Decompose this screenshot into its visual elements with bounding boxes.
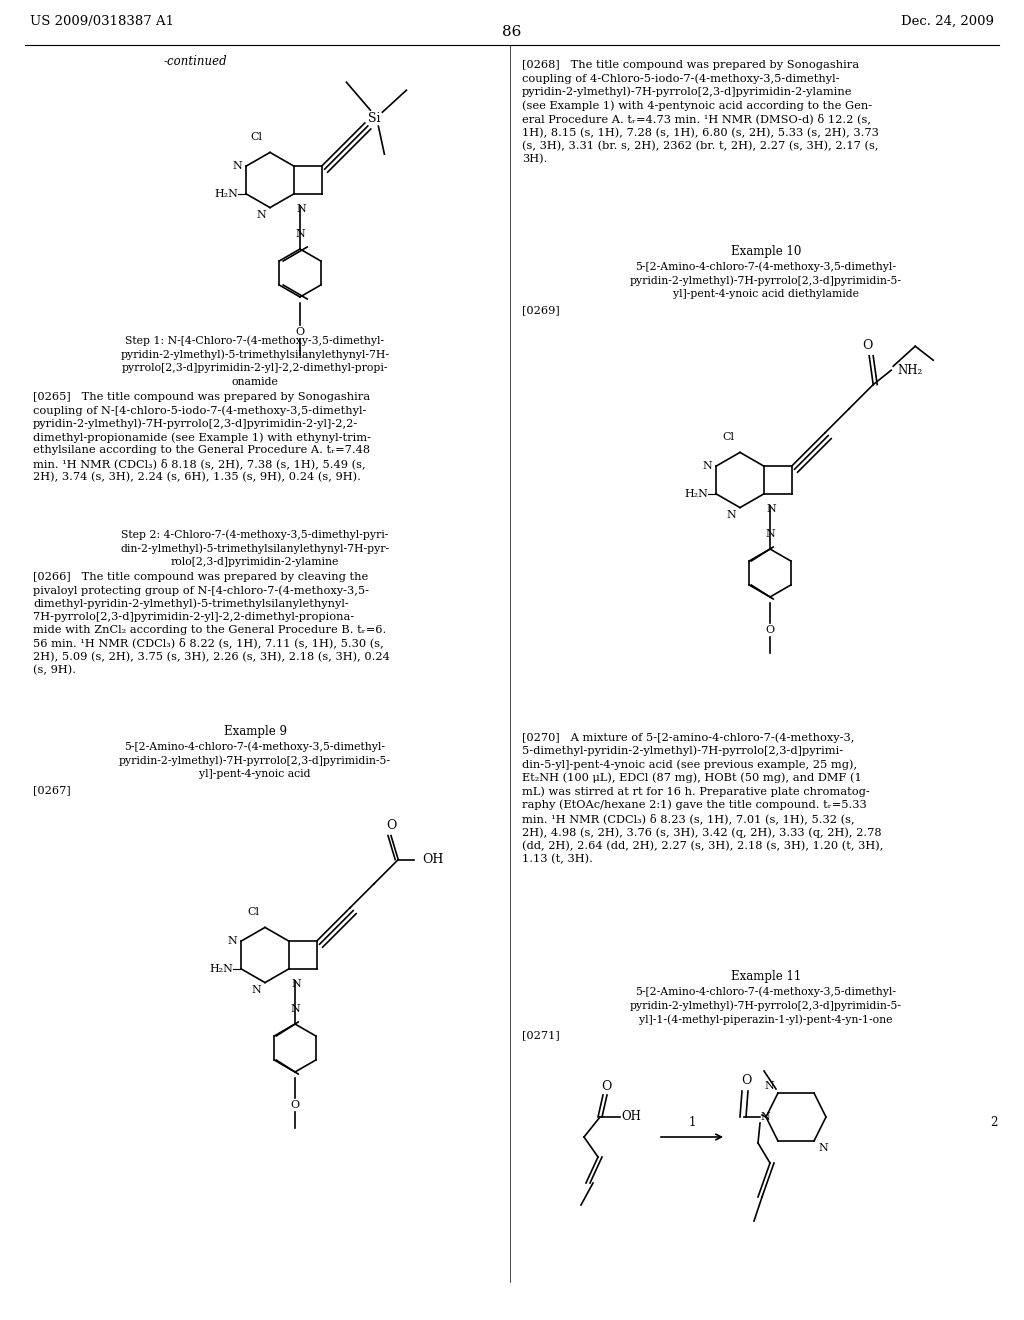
Text: 86: 86 (503, 25, 521, 40)
Text: -continued: -continued (163, 55, 226, 69)
Text: NH₂: NH₂ (897, 364, 923, 376)
Text: Cl: Cl (722, 433, 734, 442)
Text: N: N (295, 228, 305, 239)
Text: N: N (702, 461, 712, 471)
Text: N: N (764, 1081, 774, 1092)
Text: O: O (296, 327, 304, 337)
Text: O: O (386, 818, 396, 832)
Text: [0269]: [0269] (522, 305, 560, 315)
Text: N: N (256, 210, 266, 219)
Text: Si: Si (369, 112, 381, 124)
Text: [0271]: [0271] (522, 1030, 560, 1040)
Text: Step 2: 4-Chloro-7-(4-methoxy-3,5-dimethyl-pyri-: Step 2: 4-Chloro-7-(4-methoxy-3,5-dimeth… (121, 529, 389, 540)
Text: yl]-1-(4-methyl-piperazin-1-yl)-pent-4-yn-1-one: yl]-1-(4-methyl-piperazin-1-yl)-pent-4-y… (639, 1014, 893, 1024)
Text: yl]-pent-4-ynoic acid: yl]-pent-4-ynoic acid (200, 770, 310, 779)
Text: Example 11: Example 11 (731, 970, 801, 983)
Text: [0270]   A mixture of 5-[2-amino-4-chloro-7-(4-methoxy-3,
5-dimethyl-pyridin-2-y: [0270] A mixture of 5-[2-amino-4-chloro-… (522, 733, 884, 865)
Text: 1: 1 (688, 1115, 695, 1129)
Text: Step 1: N-[4-Chloro-7-(4-methoxy-3,5-dimethyl-: Step 1: N-[4-Chloro-7-(4-methoxy-3,5-dim… (125, 335, 385, 346)
Text: onamide: onamide (231, 378, 279, 387)
Text: O: O (291, 1100, 300, 1110)
Text: O: O (862, 339, 872, 352)
Text: pyrrolo[2,3-d]pyrimidin-2-yl]-2,2-dimethyl-propi-: pyrrolo[2,3-d]pyrimidin-2-yl]-2,2-dimeth… (122, 363, 388, 374)
Text: N: N (232, 161, 242, 172)
Text: din-2-ylmethyl)-5-trimethylsilanylethynyl-7H-pyr-: din-2-ylmethyl)-5-trimethylsilanylethyny… (121, 543, 389, 553)
Text: N: N (251, 985, 261, 994)
Text: OH: OH (621, 1110, 641, 1123)
Text: US 2009/0318387 A1: US 2009/0318387 A1 (30, 15, 174, 28)
Text: [0267]: [0267] (33, 785, 71, 795)
Text: N: N (760, 1111, 770, 1122)
Text: pyridin-2-ylmethyl)-7H-pyrrolo[2,3-d]pyrimidin-5-: pyridin-2-ylmethyl)-7H-pyrrolo[2,3-d]pyr… (630, 1001, 902, 1011)
Text: pyridin-2-ylmethyl)-5-trimethylsilanylethynyl-7H-: pyridin-2-ylmethyl)-5-trimethylsilanylet… (121, 348, 389, 359)
Text: 5-[2-Amino-4-chloro-7-(4-methoxy-3,5-dimethyl-: 5-[2-Amino-4-chloro-7-(4-methoxy-3,5-dim… (125, 741, 385, 751)
Text: 5-[2-Amino-4-chloro-7-(4-methoxy-3,5-dimethyl-: 5-[2-Amino-4-chloro-7-(4-methoxy-3,5-dim… (636, 986, 896, 997)
Text: Example 10: Example 10 (731, 246, 801, 257)
Text: N: N (726, 510, 736, 520)
Text: O: O (765, 624, 774, 635)
Text: N: N (291, 979, 301, 989)
Text: Example 9: Example 9 (223, 725, 287, 738)
Text: OH: OH (422, 853, 443, 866)
Text: 2: 2 (990, 1115, 997, 1129)
Text: Cl: Cl (247, 907, 259, 917)
Text: Dec. 24, 2009: Dec. 24, 2009 (901, 15, 994, 28)
Text: N: N (227, 936, 237, 946)
Text: H₂N: H₂N (684, 488, 708, 499)
Text: N: N (296, 203, 306, 214)
Text: [0265]   The title compound was prepared by Sonogashira
coupling of N-[4-chloro-: [0265] The title compound was prepared b… (33, 392, 371, 483)
Text: H₂N: H₂N (209, 964, 233, 974)
Text: rolo[2,3-d]pyrimidin-2-ylamine: rolo[2,3-d]pyrimidin-2-ylamine (171, 557, 339, 568)
Text: H₂N: H₂N (214, 189, 238, 199)
Text: [0268]   The title compound was prepared by Sonogashira
coupling of 4-Chloro-5-i: [0268] The title compound was prepared b… (522, 59, 879, 164)
Text: pyridin-2-ylmethyl)-7H-pyrrolo[2,3-d]pyrimidin-5-: pyridin-2-ylmethyl)-7H-pyrrolo[2,3-d]pyr… (119, 755, 391, 766)
Text: yl]-pent-4-ynoic acid diethylamide: yl]-pent-4-ynoic acid diethylamide (673, 289, 859, 300)
Text: [0266]   The title compound was prepared by cleaving the
pivaloyl protecting gro: [0266] The title compound was prepared b… (33, 572, 390, 675)
Text: N: N (765, 529, 775, 539)
Text: 5-[2-Amino-4-chloro-7-(4-methoxy-3,5-dimethyl-: 5-[2-Amino-4-chloro-7-(4-methoxy-3,5-dim… (636, 261, 896, 272)
Text: Cl: Cl (250, 132, 262, 143)
Text: N: N (290, 1005, 300, 1014)
Text: pyridin-2-ylmethyl)-7H-pyrrolo[2,3-d]pyrimidin-5-: pyridin-2-ylmethyl)-7H-pyrrolo[2,3-d]pyr… (630, 275, 902, 285)
Text: N: N (766, 504, 776, 513)
Text: O: O (601, 1080, 611, 1093)
Text: N: N (818, 1143, 827, 1152)
Text: O: O (740, 1074, 752, 1086)
